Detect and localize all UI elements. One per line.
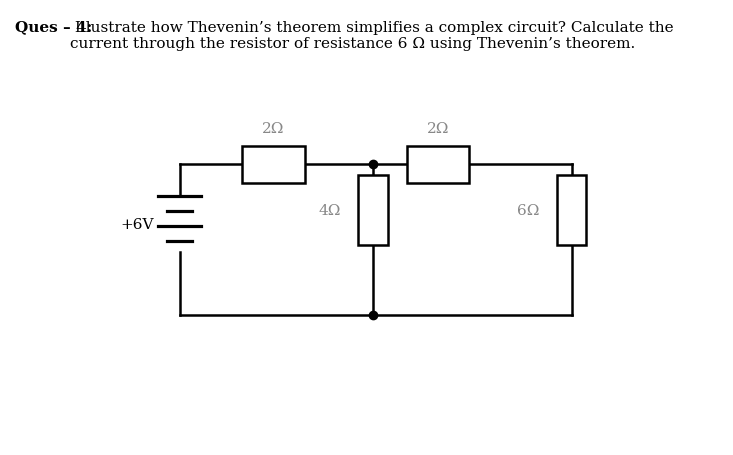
Text: 2Ω: 2Ω — [427, 122, 449, 136]
Bar — [407, 147, 469, 183]
Bar — [557, 176, 586, 246]
Text: 6Ω: 6Ω — [517, 203, 539, 217]
Text: +6V: +6V — [120, 217, 154, 232]
Text: Illustrate how Thevenin’s theorem simplifies a complex circuit? Calculate the
cu: Illustrate how Thevenin’s theorem simpli… — [70, 20, 673, 51]
Bar — [242, 147, 305, 183]
Text: 4Ω: 4Ω — [319, 203, 341, 217]
Text: 2Ω: 2Ω — [262, 122, 284, 136]
Text: Ques – 4:: Ques – 4: — [15, 20, 92, 35]
Bar — [358, 176, 388, 246]
